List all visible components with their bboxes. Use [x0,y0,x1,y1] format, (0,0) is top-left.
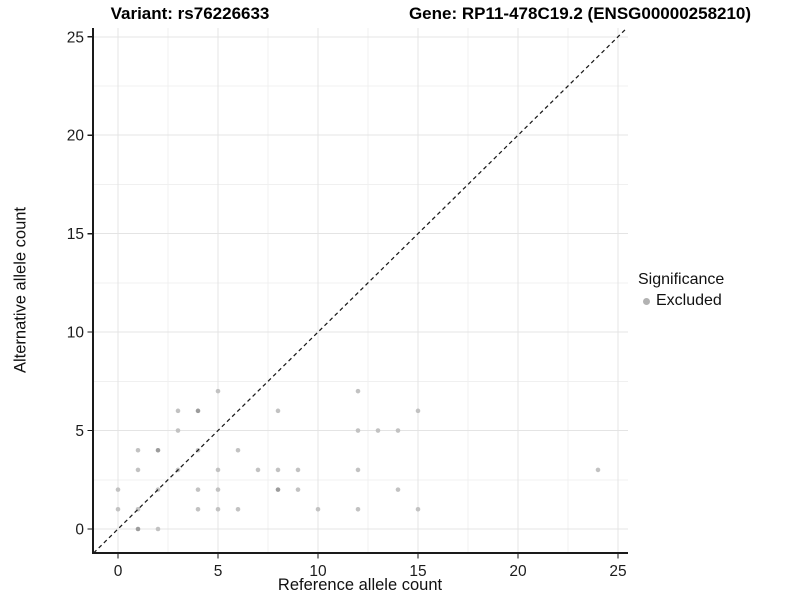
data-point [275,487,281,492]
data-point [415,507,421,512]
gene-title: Gene: RP11-478C19.2 (ENSG00000258210) [408,4,752,23]
data-point [115,507,121,512]
y-tick-label: 25 [67,29,84,46]
data-point [395,487,401,492]
y-tick-label: 0 [75,522,84,539]
data-point [175,408,181,414]
data-point [355,467,361,473]
data-point [375,428,381,433]
data-point [195,408,201,414]
data-point [135,447,141,453]
legend-point-icon [643,297,650,305]
data-point [255,467,261,473]
x-tick-label: 0 [114,563,123,580]
y-tick-label: 20 [67,128,85,145]
legend: Significance Excluded [638,271,724,310]
identity-line [93,27,628,554]
data-point [295,467,301,473]
legend-item-label: Excluded [656,292,722,309]
data-point [355,428,361,433]
data-point [115,487,121,492]
x-tick-label: 15 [409,563,426,580]
data-point [275,467,281,473]
x-tick-label: 5 [214,563,223,580]
y-tick-label: 5 [75,423,84,440]
legend-item-excluded: Excluded [638,292,724,310]
data-point [415,408,421,414]
data-point [195,507,201,512]
data-point [355,507,361,512]
data-point [155,526,161,532]
data-point [235,507,241,512]
y-tick-label: 10 [67,325,85,342]
x-tick-label: 10 [309,563,327,580]
x-axis-title: Reference allele count [277,576,443,594]
data-point [235,447,241,453]
variant-title: Variant: rs76226633 [110,4,270,23]
data-point [195,487,201,492]
data-point [215,507,221,512]
data-point [215,388,221,394]
y-axis-title: Alternative allele count [11,206,30,374]
x-tick-label: 25 [609,563,626,580]
data-point [295,487,301,492]
y-tick-label: 15 [67,226,84,243]
legend-title: Significance [638,271,725,288]
data-point [395,428,401,433]
x-tick-label: 20 [509,563,527,580]
data-point [155,447,161,453]
data-point [175,428,181,433]
data-point [135,467,141,473]
data-point [355,388,361,394]
data-point [315,507,321,512]
data-point [135,526,141,532]
data-point [595,467,601,473]
data-point [275,408,281,414]
data-point [215,487,221,492]
data-point [215,467,221,473]
